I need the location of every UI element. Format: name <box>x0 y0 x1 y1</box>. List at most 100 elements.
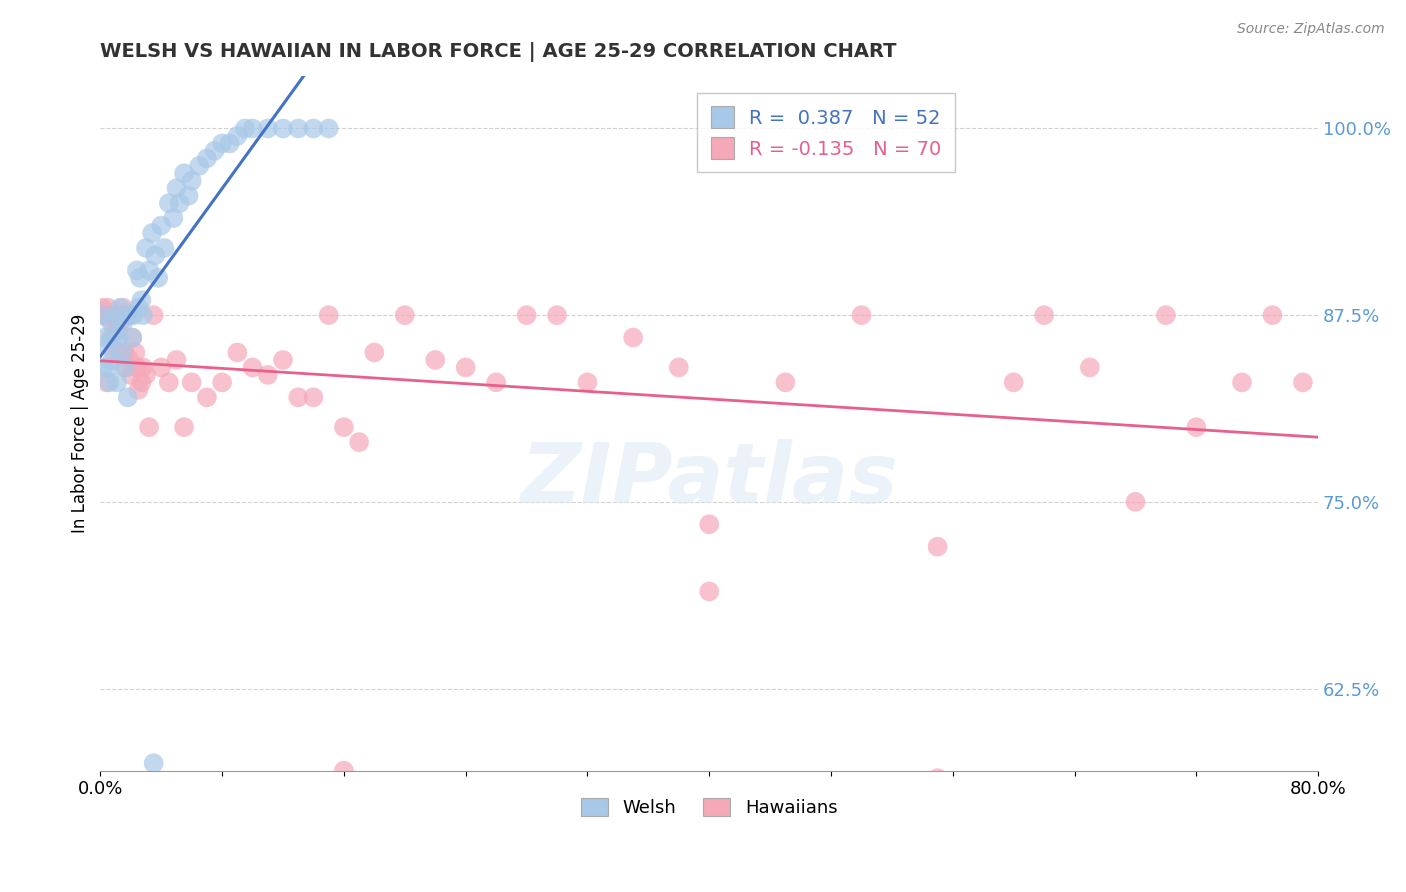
Point <box>98 376 121 390</box>
Point <box>166 181 188 195</box>
Point <box>97 301 120 315</box>
Point <box>1185 420 1208 434</box>
Point <box>318 121 340 136</box>
Point <box>118 353 141 368</box>
Point <box>129 270 152 285</box>
Point <box>1002 376 1025 390</box>
Point <box>347 435 370 450</box>
Point <box>271 353 294 368</box>
Point <box>180 376 202 390</box>
Point <box>153 241 176 255</box>
Point <box>195 390 218 404</box>
Point <box>90 301 112 315</box>
Point <box>454 360 477 375</box>
Point <box>1261 308 1284 322</box>
Text: WELSH VS HAWAIIAN IN LABOR FORCE | AGE 25-29 CORRELATION CHART: WELSH VS HAWAIIAN IN LABOR FORCE | AGE 2… <box>100 42 897 62</box>
Point <box>104 308 127 322</box>
Point <box>115 360 138 375</box>
Point <box>204 144 226 158</box>
Text: ZIPatlas: ZIPatlas <box>520 439 898 519</box>
Point <box>150 360 173 375</box>
Point <box>107 345 129 359</box>
Point <box>256 368 278 382</box>
Point <box>132 308 155 322</box>
Point <box>180 174 202 188</box>
Point <box>125 263 148 277</box>
Point <box>135 241 157 255</box>
Point <box>94 330 117 344</box>
Point <box>173 420 195 434</box>
Point <box>1033 308 1056 322</box>
Point <box>211 376 233 390</box>
Point <box>425 353 447 368</box>
Point <box>135 368 157 382</box>
Point <box>621 330 644 344</box>
Point <box>117 390 139 404</box>
Point <box>107 330 129 344</box>
Point <box>177 188 200 202</box>
Point <box>394 308 416 322</box>
Point <box>121 330 143 344</box>
Point <box>697 517 720 532</box>
Point <box>108 301 131 315</box>
Point <box>287 390 309 404</box>
Point <box>101 353 124 368</box>
Point <box>122 308 145 322</box>
Point <box>96 338 118 352</box>
Point <box>233 121 256 136</box>
Point <box>111 308 134 322</box>
Point <box>1292 376 1315 390</box>
Point <box>211 136 233 151</box>
Point <box>218 136 240 151</box>
Point <box>127 301 149 315</box>
Point <box>576 376 599 390</box>
Point <box>93 308 115 322</box>
Point <box>927 771 949 785</box>
Point <box>318 308 340 322</box>
Point <box>1154 308 1177 322</box>
Point <box>138 420 160 434</box>
Point <box>125 360 148 375</box>
Text: Source: ZipAtlas.com: Source: ZipAtlas.com <box>1237 22 1385 37</box>
Point <box>226 345 249 359</box>
Point <box>242 121 264 136</box>
Point <box>127 383 149 397</box>
Point <box>103 330 125 344</box>
Point <box>111 345 134 359</box>
Y-axis label: In Labor Force | Age 25-29: In Labor Force | Age 25-29 <box>72 314 89 533</box>
Point <box>271 121 294 136</box>
Point <box>120 308 142 322</box>
Point <box>242 360 264 375</box>
Point <box>256 121 278 136</box>
Point <box>363 345 385 359</box>
Point <box>124 345 146 359</box>
Point <box>108 316 131 330</box>
Point <box>162 211 184 225</box>
Point <box>195 152 218 166</box>
Point <box>157 376 180 390</box>
Point <box>173 166 195 180</box>
Point <box>148 270 170 285</box>
Point <box>105 323 128 337</box>
Point <box>98 308 121 322</box>
Point <box>302 390 325 404</box>
Point <box>1125 495 1147 509</box>
Point <box>103 345 125 359</box>
Point <box>114 360 136 375</box>
Point <box>112 301 135 315</box>
Point <box>188 159 211 173</box>
Point <box>1230 376 1253 390</box>
Point <box>775 376 797 390</box>
Point <box>131 376 153 390</box>
Point <box>90 308 112 322</box>
Point <box>120 368 142 382</box>
Point <box>132 360 155 375</box>
Point <box>143 248 166 262</box>
Point <box>97 360 120 375</box>
Point <box>516 308 538 322</box>
Point <box>112 316 135 330</box>
Point <box>333 420 356 434</box>
Point <box>302 121 325 136</box>
Point <box>333 764 356 778</box>
Point <box>485 376 508 390</box>
